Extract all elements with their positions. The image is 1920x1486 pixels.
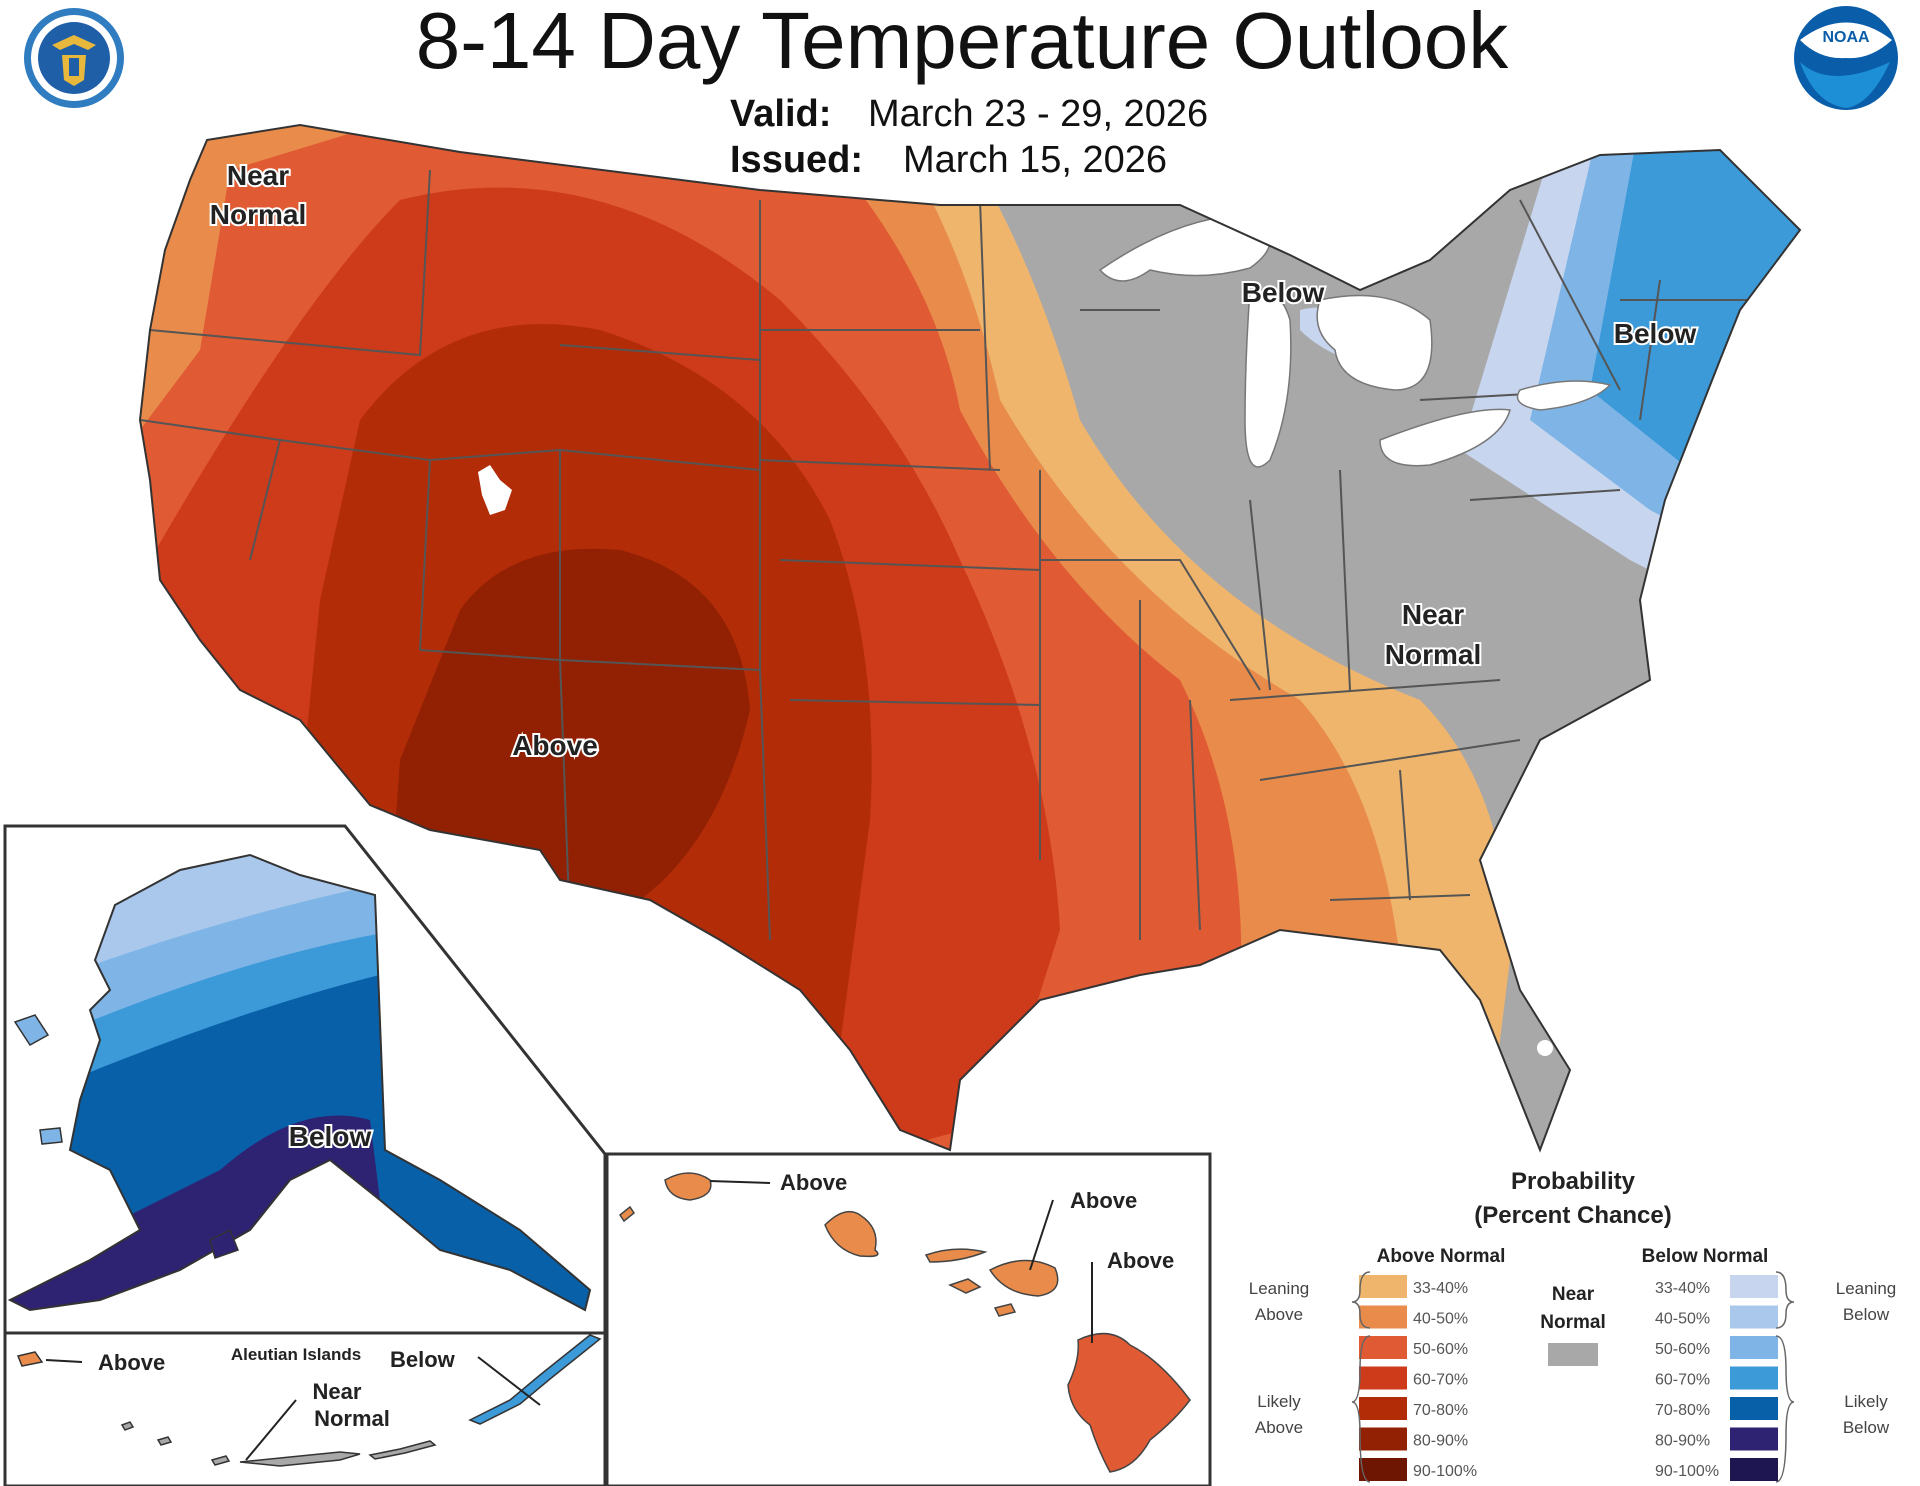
legend-below-swatch: [1730, 1366, 1778, 1390]
hawaii-label-above-1: Above: [780, 1170, 847, 1195]
legend-likely-above-2: Above: [1255, 1418, 1303, 1437]
great-salt-lake: [478, 465, 512, 515]
legend-below-range-label: 40-50%: [1655, 1311, 1710, 1328]
noaa-logo-icon: NOAA: [1794, 6, 1898, 110]
legend-near-normal-1: Near: [1552, 1284, 1595, 1305]
legend-above-swatch: [1359, 1305, 1407, 1329]
hawaii-inset: Above Above Above: [605, 1152, 1212, 1486]
legend-below-brackets: [1775, 1271, 1795, 1483]
legend-below-range-label: 60-70%: [1655, 1372, 1710, 1389]
legend-below-swatch: [1730, 1427, 1778, 1451]
aleutian-islands: Aleutian Islands Above Below Near Normal: [16, 1334, 602, 1467]
legend-above-swatch: [1359, 1336, 1407, 1359]
legend-above-swatch: [1359, 1458, 1407, 1481]
legend-title-2: (Percent Chance): [1474, 1202, 1671, 1229]
hawaii-big-island: [1067, 1332, 1191, 1473]
legend-below-range-label: 70-80%: [1655, 1402, 1710, 1419]
hawaii-label-above-2: Above: [1070, 1188, 1137, 1213]
legend-above-range-label: 80-90%: [1413, 1433, 1468, 1450]
legend-above-swatch: [1359, 1366, 1407, 1390]
legend-leaning-above-2: Above: [1255, 1305, 1303, 1324]
legend-below-header: Below Normal: [1642, 1246, 1769, 1267]
legend-leaning-below-1: Leaning: [1836, 1279, 1897, 1298]
legend-likely-above-1: Likely: [1257, 1392, 1301, 1411]
aleutian-chain: [120, 1421, 437, 1467]
legend-below-swatch: [1730, 1275, 1778, 1298]
label-alaska-below: Below: [289, 1121, 372, 1152]
alaska-islands: [13, 1014, 239, 1259]
legend-title-1: Probability: [1511, 1168, 1636, 1195]
valid-label: Valid:: [730, 93, 831, 135]
legend-likely-below-2: Below: [1843, 1418, 1890, 1437]
page-title: 8-14 Day Temperature Outlook: [416, 0, 1509, 85]
legend-below-range-label: 90-100%: [1655, 1463, 1719, 1480]
legend-below-range-label: 80-90%: [1655, 1433, 1710, 1450]
label-near-normal-nw-2: Normal: [210, 199, 306, 230]
legend-above-range-label: 60-70%: [1413, 1372, 1468, 1389]
header: 8-14 Day Temperature Outlook Valid: Marc…: [24, 0, 1898, 181]
legend-above-range-label: 70-80%: [1413, 1402, 1468, 1419]
legend-above-range-label: 50-60%: [1413, 1341, 1468, 1358]
legend-above-range-label: 40-50%: [1413, 1311, 1468, 1328]
conus-outline: [138, 123, 1802, 1153]
alaska-below-80-90: [10, 1115, 380, 1310]
legend-above-swatches: 33-40% 40-50% 50-60% 60-70% 70-80% 80-90% 90-1…: [1359, 1275, 1477, 1481]
label-near-normal-nw-1: Near: [227, 160, 289, 191]
legend-below-swatch: [1730, 1336, 1778, 1359]
aleutian-label-below: Below: [390, 1347, 456, 1372]
legend-leaning-below-2: Below: [1843, 1305, 1890, 1324]
aleutian-chain-east: [468, 1334, 602, 1425]
legend-below-swatch: [1730, 1305, 1778, 1329]
aleutian-title: Aleutian Islands: [231, 1345, 361, 1364]
legend-below-swatch: [1730, 1458, 1778, 1481]
legend-above-range-label: 33-40%: [1413, 1280, 1468, 1297]
legend-above-range-label: 90-100%: [1413, 1463, 1477, 1480]
label-above-sw: Above: [512, 730, 598, 761]
commerce-seal-icon: [24, 8, 124, 108]
aleutian-island-west: [16, 1351, 44, 1367]
valid-dates: March 23 - 29, 2026: [868, 93, 1208, 135]
legend-near-normal-2: Normal: [1540, 1312, 1605, 1333]
legend-likely-below-1: Likely: [1844, 1392, 1888, 1411]
hawaii-label-above-3: Above: [1107, 1248, 1174, 1273]
hawaii-islands: [618, 1172, 1059, 1317]
conus-region-labels: Near Normal Below Below Near Normal Abov…: [208, 158, 1699, 763]
label-near-normal-east-2: Normal: [1385, 639, 1481, 670]
label-below-great-lakes: Below: [1242, 277, 1325, 308]
state-borders: [140, 169, 1760, 941]
label-below-northeast: Below: [1614, 318, 1697, 349]
alaska-inset: Below Aleutian Islands Above Below Near …: [3, 824, 607, 1486]
legend-above-swatch: [1359, 1397, 1407, 1420]
legend-above-swatch: [1359, 1427, 1407, 1451]
noaa-logo-text: NOAA: [1822, 29, 1870, 46]
legend-above-brackets: [1351, 1271, 1371, 1483]
hawaii-leader-lines: [709, 1180, 1093, 1343]
legend-near-normal-swatch: [1548, 1343, 1598, 1366]
legend-below-range-label: 33-40%: [1655, 1280, 1710, 1297]
legend-above-swatch: [1359, 1275, 1407, 1298]
legend-below-range-label: 50-60%: [1655, 1341, 1710, 1358]
legend-below-swatch: [1730, 1397, 1778, 1420]
issued-label: Issued:: [730, 139, 863, 181]
legend-above-header: Above Normal: [1377, 1246, 1506, 1267]
issued-date: March 15, 2026: [903, 139, 1167, 181]
label-near-normal-east-1: Near: [1402, 599, 1464, 630]
aleutian-label-near-2: Normal: [314, 1406, 390, 1431]
aleutian-label-above: Above: [98, 1350, 165, 1375]
lake-okeechobee: [1537, 1040, 1553, 1056]
great-lakes: [1098, 214, 1612, 468]
legend-leaning-above-1: Leaning: [1249, 1279, 1310, 1298]
alaska-outline: [7, 853, 592, 1312]
aleutian-label-near-1: Near: [313, 1379, 362, 1404]
legend: Probability (Percent Chance) Above Norma…: [1249, 1168, 1897, 1483]
legend-below-swatches: 33-40% 40-50% 50-60% 60-70% 70-80% 80-90% 90-1…: [1655, 1275, 1778, 1481]
